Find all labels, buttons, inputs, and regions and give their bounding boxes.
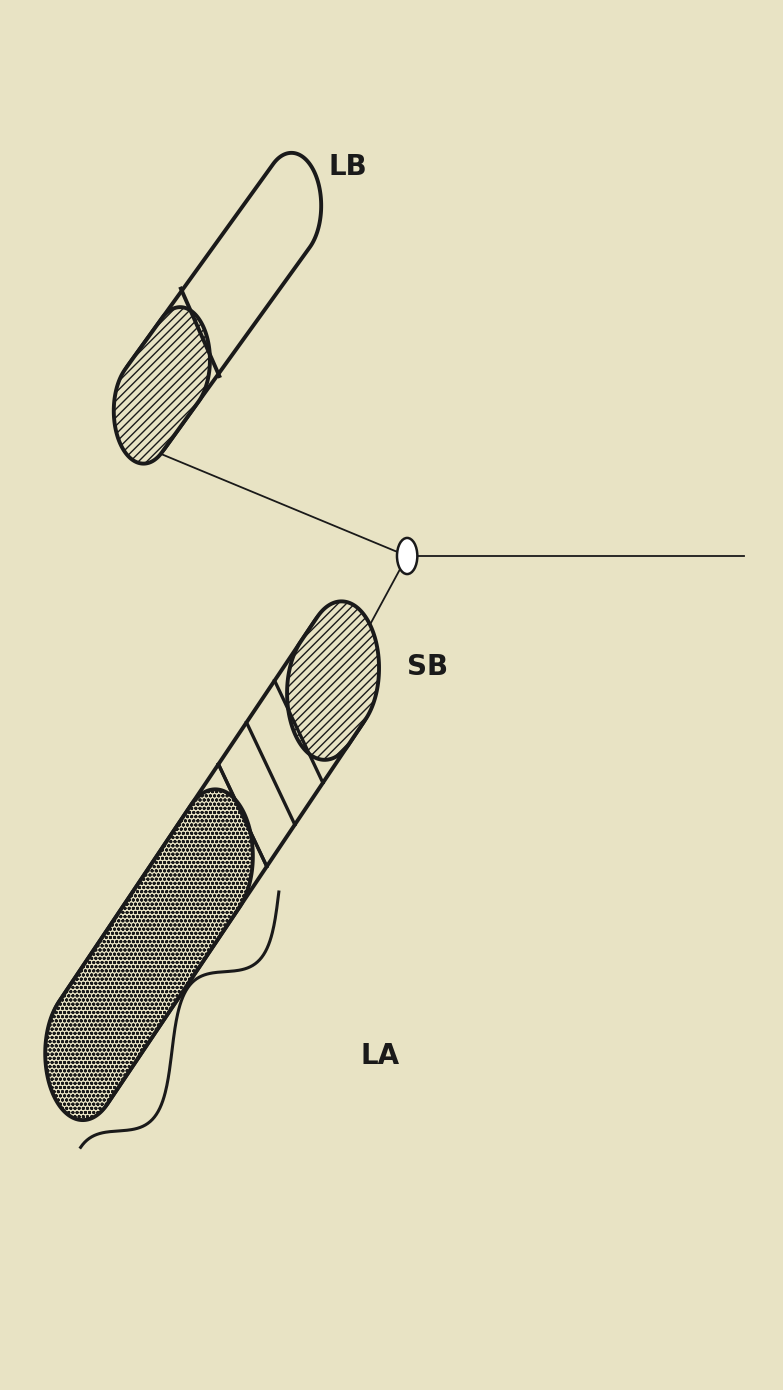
Text: LA: LA: [360, 1042, 399, 1070]
Polygon shape: [117, 153, 321, 459]
Polygon shape: [287, 602, 379, 760]
Text: LB: LB: [329, 153, 367, 181]
Polygon shape: [45, 790, 253, 1120]
Polygon shape: [114, 307, 210, 464]
Text: SB: SB: [407, 653, 449, 681]
Circle shape: [397, 538, 417, 574]
Polygon shape: [47, 606, 376, 1118]
